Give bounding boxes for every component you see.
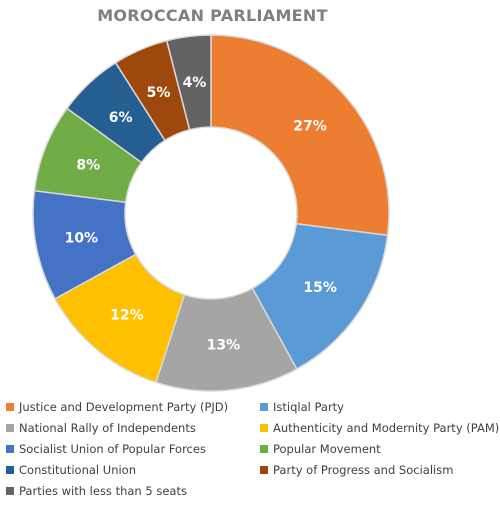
legend-swatch bbox=[260, 424, 268, 432]
legend-swatch bbox=[6, 445, 14, 453]
data-label-4: 10% bbox=[65, 231, 99, 247]
data-label-5: 8% bbox=[76, 157, 100, 173]
chart-title: MOROCCAN PARLIAMENT bbox=[97, 6, 328, 25]
legend-swatch bbox=[6, 466, 14, 474]
slice-8 bbox=[165, 34, 212, 131]
data-label-8: 4% bbox=[183, 75, 207, 91]
data-label-1: 15% bbox=[303, 280, 337, 296]
legend-item-3: Authenticity and Modernity Party (PAM) bbox=[260, 421, 499, 435]
legend-swatch bbox=[6, 403, 14, 411]
legend-item-4: Socialist Union of Popular Forces bbox=[6, 442, 206, 456]
legend-swatch bbox=[6, 424, 14, 432]
legend-item-8: Parties with less than 5 seats bbox=[6, 484, 187, 498]
legend-label: Constitutional Union bbox=[19, 463, 136, 477]
legend-label: Party of Progress and Socialism bbox=[273, 463, 454, 477]
legend-item-0: Justice and Development Party (PJD) bbox=[6, 400, 228, 414]
legend-item-7: Party of Progress and Socialism bbox=[260, 463, 453, 477]
legend-swatch bbox=[260, 445, 268, 453]
legend-label: Parties with less than 5 seats bbox=[19, 484, 187, 498]
data-label-7: 5% bbox=[147, 85, 171, 101]
legend-swatch bbox=[6, 487, 14, 495]
legend-label: Justice and Development Party (PJD) bbox=[19, 400, 229, 414]
slice-0 bbox=[210, 34, 390, 237]
legend-swatch bbox=[260, 403, 268, 411]
legend-label: National Rally of Independents bbox=[19, 421, 196, 435]
legend-item-1: Istiqlal Party bbox=[260, 400, 344, 414]
data-label-3: 12% bbox=[110, 308, 144, 324]
legend-label: Istiqlal Party bbox=[273, 400, 344, 414]
data-label-6: 6% bbox=[109, 110, 133, 126]
legend-label: Authenticity and Modernity Party (PAM) bbox=[273, 421, 500, 435]
legend-label: Socialist Union of Popular Forces bbox=[19, 442, 206, 456]
data-label-0: 27% bbox=[293, 119, 327, 135]
donut-chart: 27% 15% 13% 12% 10% 8% 6% 5% 4% bbox=[32, 34, 390, 392]
legend-item-6: Constitutional Union bbox=[6, 463, 136, 477]
data-label-2: 13% bbox=[207, 337, 241, 353]
legend-item-5: Popular Movement bbox=[260, 442, 381, 456]
slice-1 bbox=[251, 222, 389, 371]
legend-label: Popular Movement bbox=[273, 442, 381, 456]
legend-item-2: National Rally of Independents bbox=[6, 421, 196, 435]
legend-swatch bbox=[260, 466, 268, 474]
